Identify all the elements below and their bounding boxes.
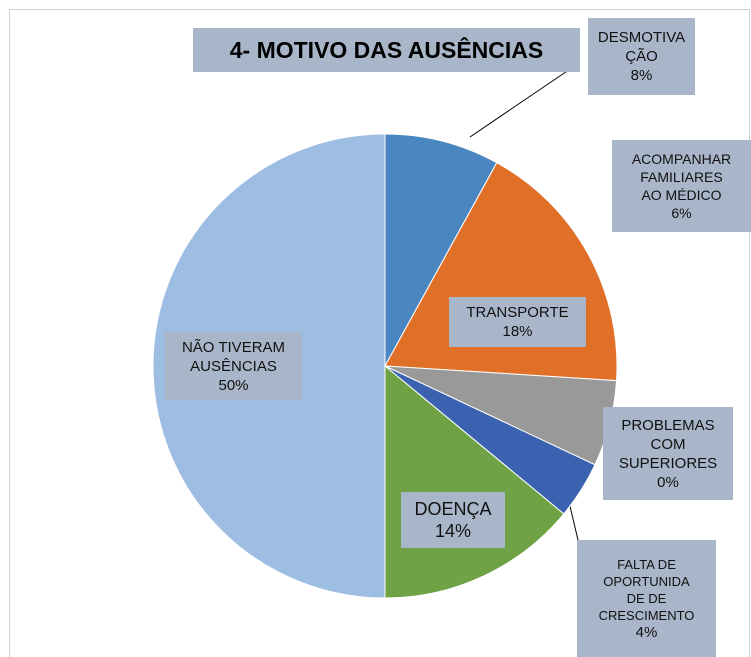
category-label: PROBLEMAS COM SUPERIORES bbox=[618, 416, 718, 472]
value-label: 14% bbox=[434, 521, 472, 541]
category-label: DOENÇA bbox=[414, 499, 492, 519]
pie-slice bbox=[384, 133, 498, 367]
value-label: 4% bbox=[635, 624, 658, 641]
chart-title: 4- MOTIVO DAS AUSÊNCIAS bbox=[193, 28, 580, 72]
slice-label: DOENÇA 14% bbox=[401, 492, 505, 548]
value-label: 50% bbox=[218, 376, 249, 394]
slice-label: PROBLEMAS COM SUPERIORES 0% bbox=[603, 407, 733, 500]
slice-label: NÃO TIVERAM AUSÊNCIAS 50% bbox=[165, 332, 302, 400]
value-label: 6% bbox=[671, 205, 692, 221]
leader-line bbox=[469, 62, 580, 138]
category-label: ACOMPANHAR FAMILIARES AO MÉDICO bbox=[631, 151, 732, 203]
value-label: 18% bbox=[502, 323, 533, 340]
slice-label: FALTA DE OPORTUNIDA DE DE CRESCIMENTO 4% bbox=[577, 540, 716, 657]
category-label: TRANSPORTE bbox=[466, 304, 569, 321]
category-label: DESMOTIVA ÇÃO bbox=[597, 29, 686, 65]
category-label: FALTA DE OPORTUNIDA DE DE CRESCIMENTO bbox=[598, 557, 695, 623]
slice-label: ACOMPANHAR FAMILIARES AO MÉDICO 6% bbox=[612, 140, 751, 232]
slice-label: DESMOTIVA ÇÃO 8% bbox=[588, 18, 695, 95]
value-label: 8% bbox=[630, 67, 653, 84]
slice-label: TRANSPORTE 18% bbox=[449, 297, 586, 347]
chart-border bbox=[9, 9, 750, 657]
category-label: NÃO TIVERAM AUSÊNCIAS bbox=[181, 338, 286, 375]
value-label: 0% bbox=[657, 473, 679, 491]
